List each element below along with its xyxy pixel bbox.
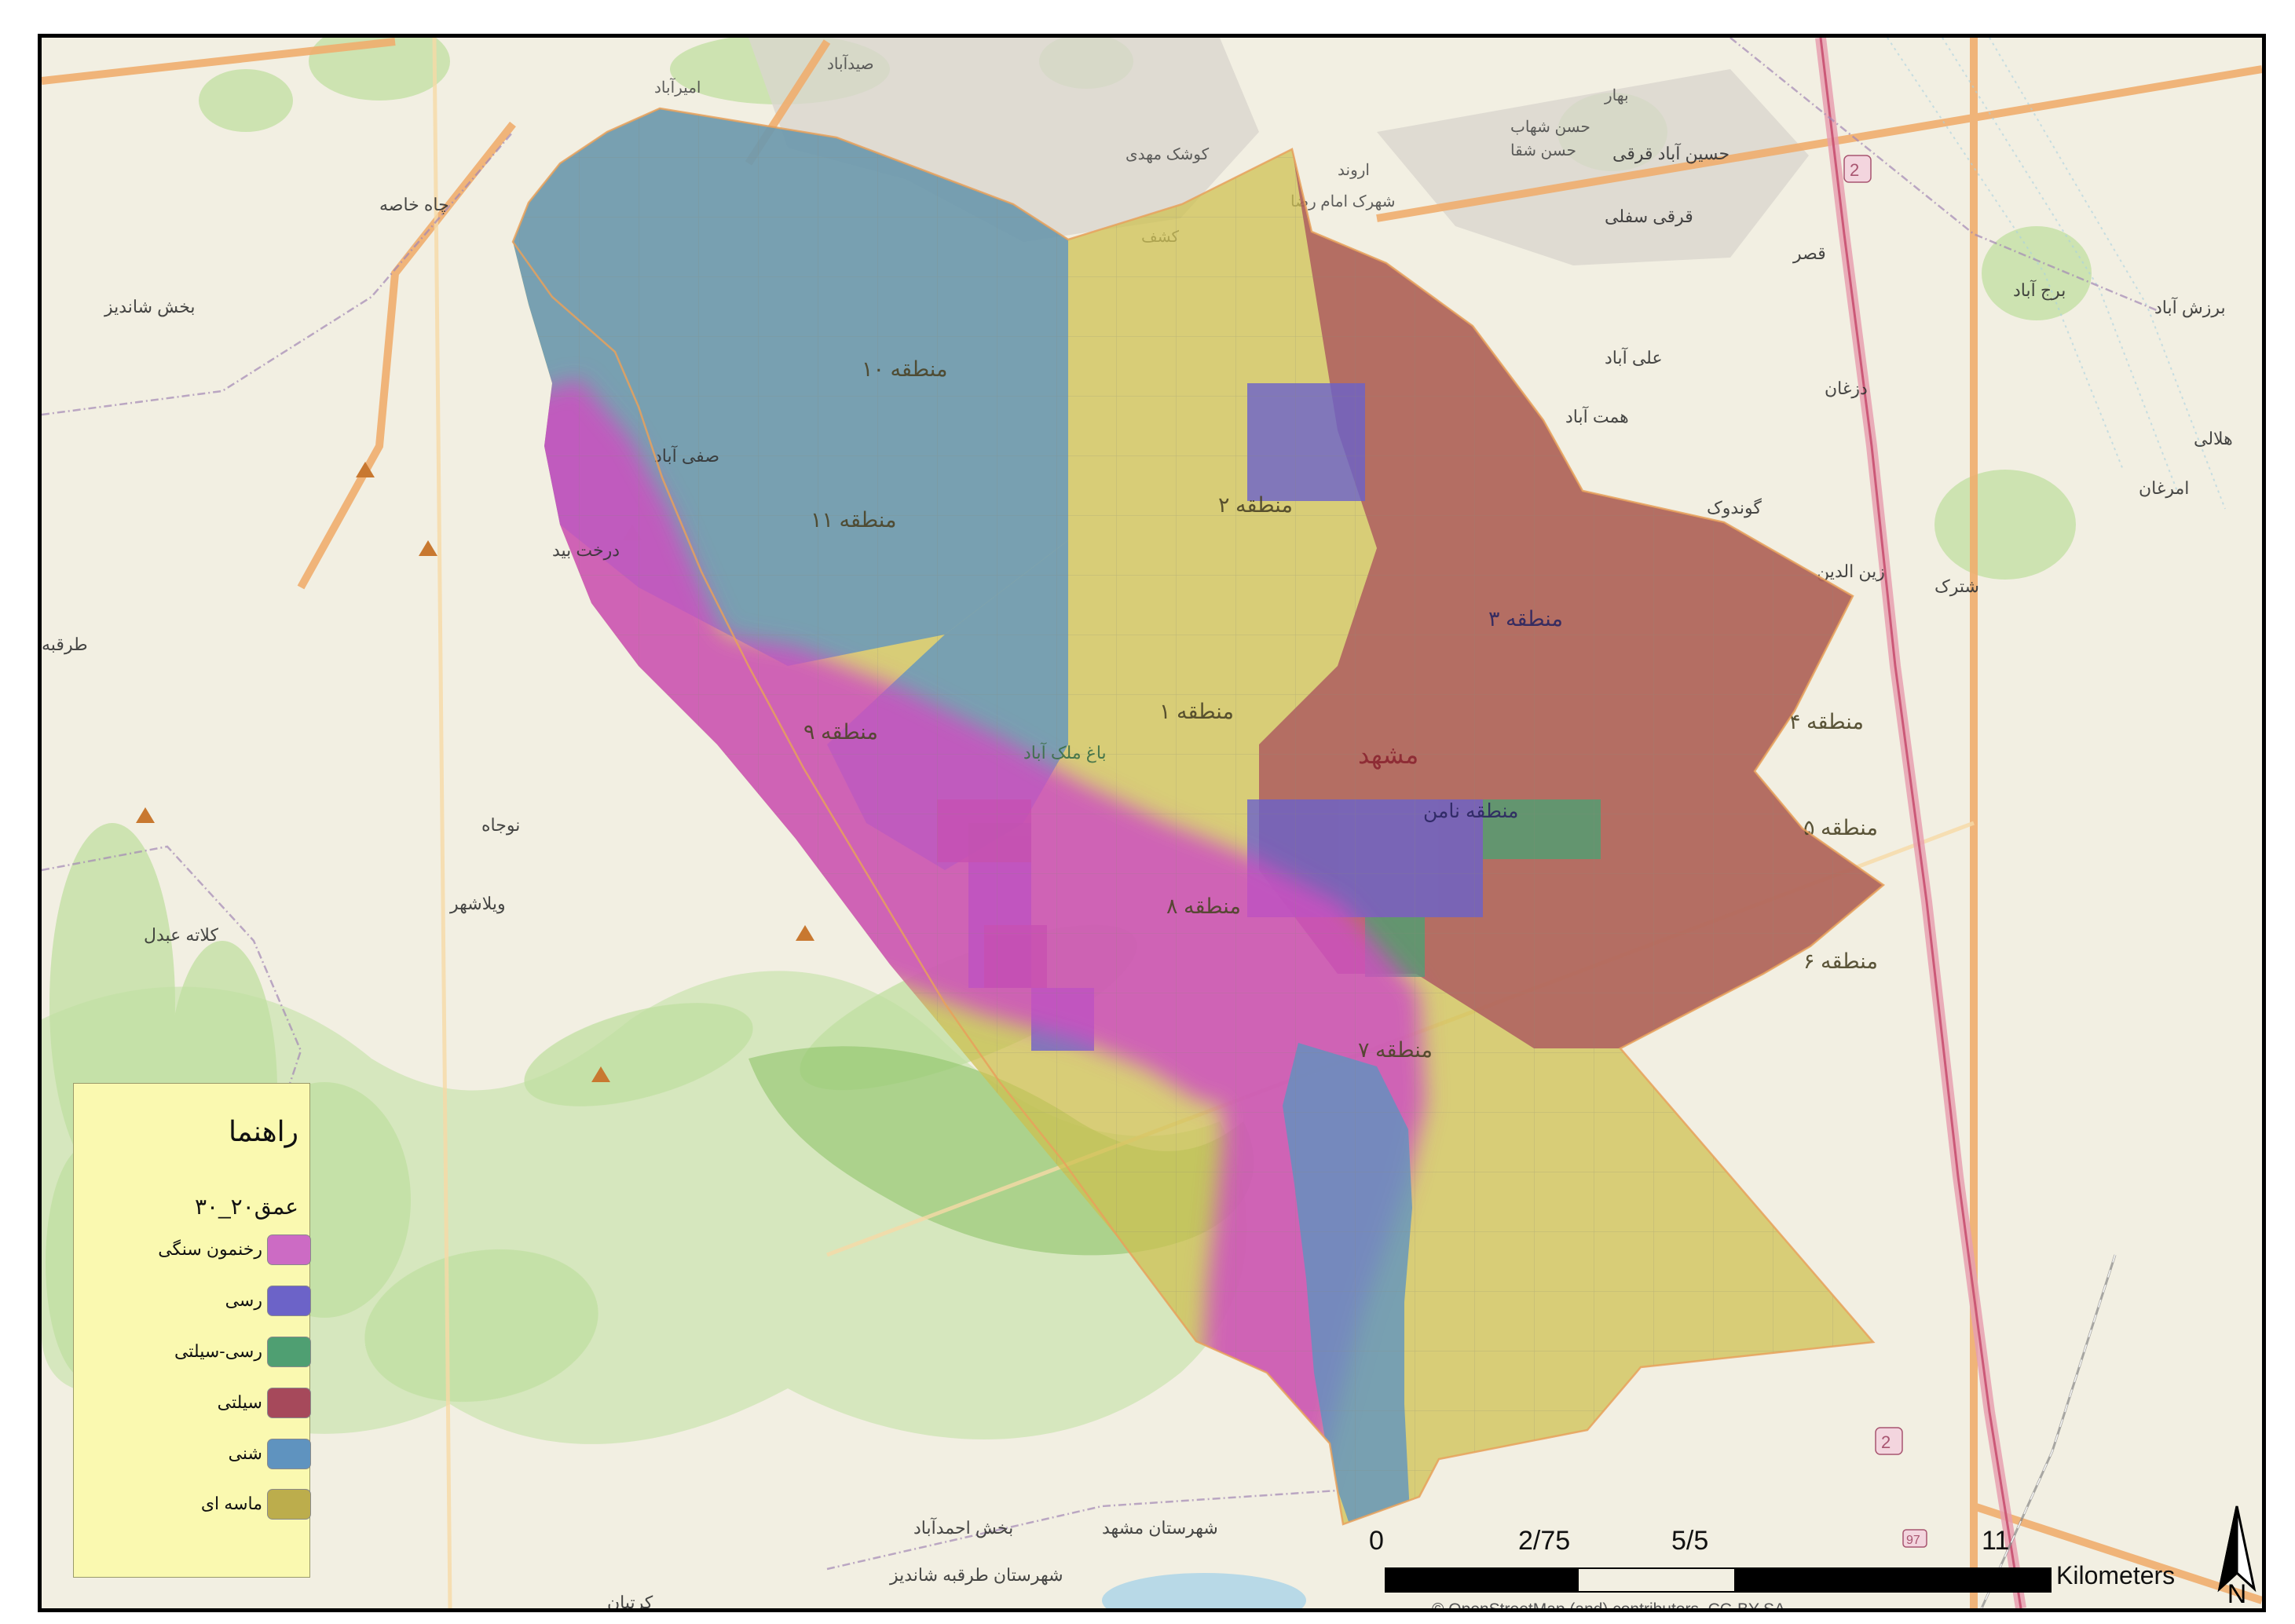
svg-text:N: N	[2227, 1579, 2247, 1604]
